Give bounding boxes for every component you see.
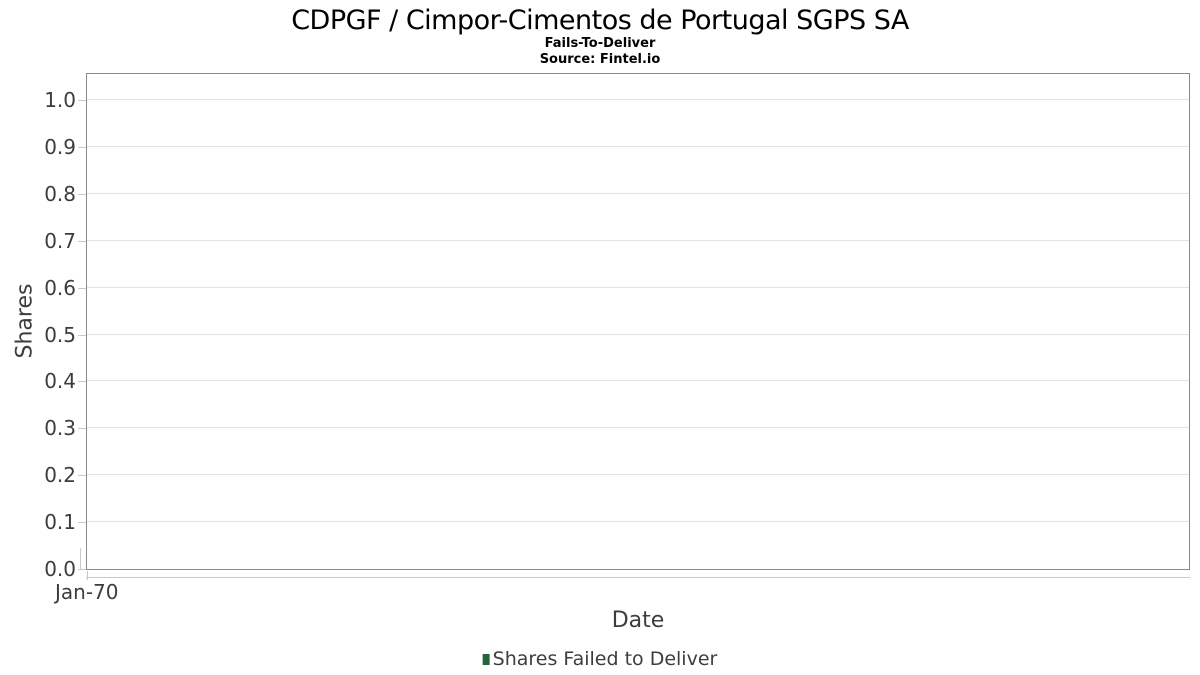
y-axis-line bbox=[80, 548, 81, 570]
y-axis-tick-label: 0.0 bbox=[44, 557, 76, 581]
y-axis-tick bbox=[78, 100, 86, 101]
chart-title: CDPGF / Cimpor-Cimentos de Portugal SGPS… bbox=[291, 5, 909, 36]
legend-label: Shares Failed to Deliver bbox=[492, 648, 718, 670]
x-axis-tick bbox=[87, 571, 88, 580]
x-axis-title: Date bbox=[611, 608, 665, 633]
gridline bbox=[87, 427, 1189, 428]
y-axis-tick-label: 0.3 bbox=[44, 416, 76, 440]
gridline bbox=[87, 99, 1189, 100]
x-axis-line bbox=[86, 577, 1190, 578]
gridline bbox=[87, 474, 1189, 475]
y-axis-tick bbox=[78, 194, 86, 195]
legend-marker-icon bbox=[482, 654, 490, 665]
gridline bbox=[87, 334, 1189, 335]
gridline bbox=[87, 287, 1189, 288]
y-axis-tick bbox=[78, 147, 86, 148]
y-axis-tick bbox=[78, 475, 86, 476]
gridline bbox=[87, 146, 1189, 147]
y-axis-tick bbox=[78, 522, 86, 523]
x-axis-tick-label: Jan-70 bbox=[55, 580, 119, 604]
y-axis-tick bbox=[78, 569, 86, 570]
plot-area bbox=[86, 73, 1190, 570]
y-axis-tick-label: 0.6 bbox=[44, 276, 76, 300]
gridline bbox=[87, 521, 1189, 522]
gridline bbox=[87, 380, 1189, 381]
chart-source: Source: Fintel.io bbox=[539, 52, 661, 67]
y-axis-tick-label: 0.9 bbox=[44, 135, 76, 159]
y-axis-tick bbox=[78, 241, 86, 242]
y-axis-tick-label: 1.0 bbox=[44, 88, 76, 112]
gridline bbox=[87, 240, 1189, 241]
y-axis-tick-label: 0.4 bbox=[44, 369, 76, 393]
y-axis-tick-label: 0.8 bbox=[44, 182, 76, 206]
chart-subtitle: Fails-To-Deliver bbox=[544, 36, 656, 51]
y-axis-tick bbox=[78, 381, 86, 382]
y-axis-tick-label: 0.5 bbox=[44, 323, 76, 347]
y-axis-tick bbox=[78, 428, 86, 429]
y-axis-tick-label: 0.7 bbox=[44, 229, 76, 253]
y-axis-tick bbox=[78, 288, 86, 289]
y-axis-tick bbox=[78, 335, 86, 336]
y-axis-tick-label: 0.1 bbox=[44, 510, 76, 534]
gridline bbox=[87, 193, 1189, 194]
y-axis-tick-label: 0.2 bbox=[44, 463, 76, 487]
legend: Shares Failed to Deliver bbox=[482, 648, 718, 671]
